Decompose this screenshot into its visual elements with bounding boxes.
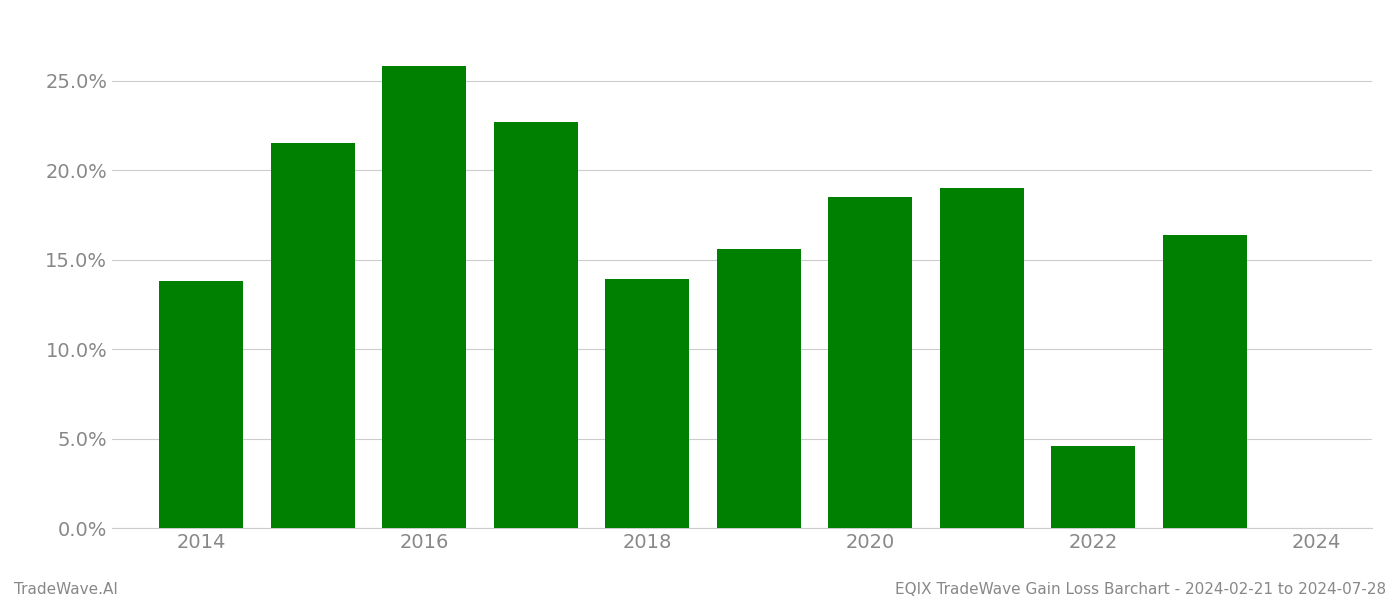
Bar: [717, 249, 801, 528]
Bar: [270, 143, 354, 528]
Bar: [382, 67, 466, 528]
Bar: [160, 281, 244, 528]
Bar: [1051, 446, 1135, 528]
Bar: [829, 197, 911, 528]
Bar: [494, 122, 578, 528]
Bar: [1163, 235, 1246, 528]
Bar: [605, 279, 689, 528]
Text: EQIX TradeWave Gain Loss Barchart - 2024-02-21 to 2024-07-28: EQIX TradeWave Gain Loss Barchart - 2024…: [895, 582, 1386, 597]
Text: TradeWave.AI: TradeWave.AI: [14, 582, 118, 597]
Bar: [939, 188, 1023, 528]
